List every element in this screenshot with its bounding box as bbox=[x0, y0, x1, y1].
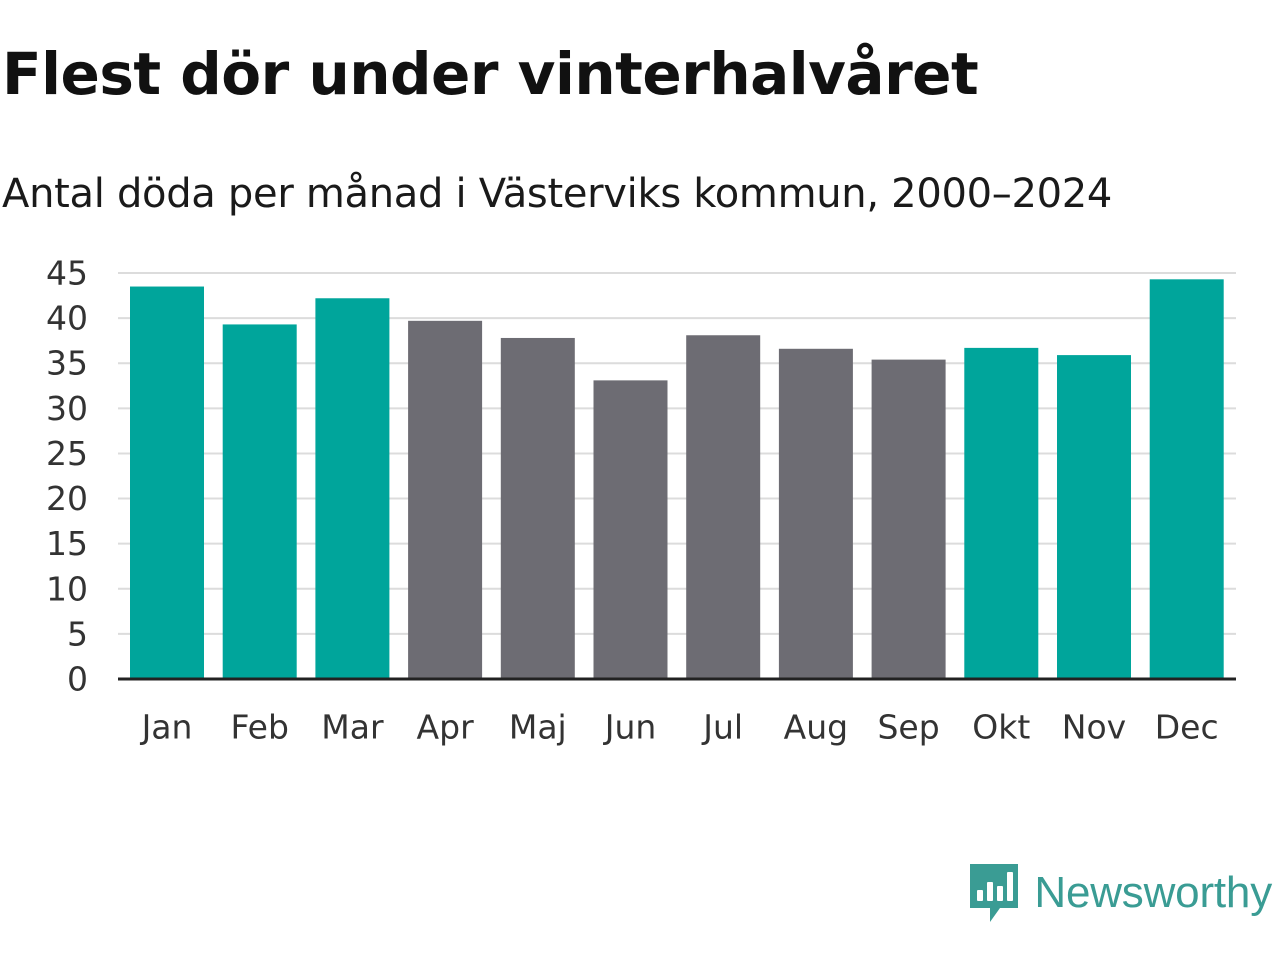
y-tick-label: 30 bbox=[46, 389, 88, 428]
y-tick-label: 45 bbox=[46, 254, 88, 293]
bar-nov bbox=[1057, 355, 1131, 679]
brand-name: Newsworthy bbox=[1034, 868, 1272, 917]
bar-jan bbox=[130, 286, 204, 679]
chart-title: Flest dör under vinterhalvåret bbox=[2, 40, 979, 108]
gridlines bbox=[118, 272, 1236, 635]
y-tick-label: 25 bbox=[46, 434, 88, 473]
bar-jul bbox=[686, 335, 761, 679]
y-tick-label: 0 bbox=[67, 660, 88, 699]
bar-maj bbox=[500, 337, 575, 679]
y-tick-label: 10 bbox=[46, 569, 88, 608]
x-tick-label: Jul bbox=[701, 708, 743, 747]
bars bbox=[130, 279, 1224, 679]
x-tick-label: Mar bbox=[321, 708, 384, 747]
bar-jun bbox=[593, 380, 668, 679]
x-axis-labels: Jan Feb Mar Apr Maj Jun Jul Aug Sep Okt Nov Dec bbox=[140, 708, 1219, 747]
brand: Newsworthy bbox=[968, 862, 1272, 924]
y-tick-label: 20 bbox=[46, 479, 88, 518]
x-tick-label: Jun bbox=[603, 708, 657, 747]
x-tick-label: Maj bbox=[509, 708, 567, 747]
y-axis-ticks: 0 5 10 15 20 25 30 35 40 45 bbox=[46, 254, 88, 699]
bar-apr bbox=[408, 320, 483, 679]
bar-okt bbox=[964, 347, 1039, 679]
y-tick-label: 40 bbox=[46, 299, 88, 338]
x-tick-label: Sep bbox=[877, 708, 939, 747]
x-tick-label: Feb bbox=[230, 708, 288, 747]
x-tick-label: Jan bbox=[140, 708, 193, 747]
bar-sep bbox=[871, 359, 946, 679]
bar-feb bbox=[222, 324, 297, 679]
bar-mar bbox=[315, 298, 390, 679]
x-tick-label: Okt bbox=[972, 708, 1030, 747]
x-tick-label: Aug bbox=[784, 708, 848, 747]
x-tick-label: Nov bbox=[1062, 708, 1126, 747]
x-tick-label: Dec bbox=[1155, 708, 1219, 747]
x-tick-label: Apr bbox=[417, 708, 475, 747]
chart-subtitle: Antal döda per månad i Västerviks kommun… bbox=[2, 171, 1113, 217]
bar-dec bbox=[1149, 279, 1224, 679]
y-tick-label: 5 bbox=[67, 614, 88, 653]
bar-aug bbox=[778, 348, 853, 679]
newsworthy-logo-icon bbox=[970, 864, 1019, 922]
y-tick-label: 15 bbox=[46, 524, 88, 563]
y-tick-label: 35 bbox=[46, 344, 88, 383]
